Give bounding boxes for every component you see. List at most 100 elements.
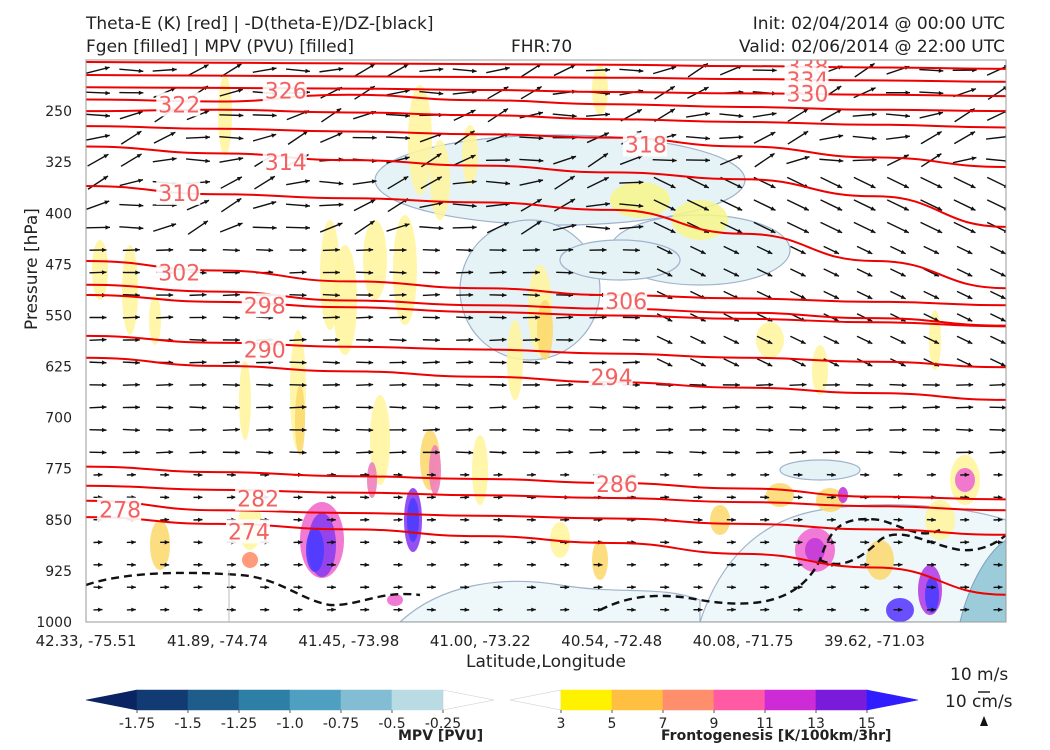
theta-e-label-290: 290 — [244, 339, 286, 364]
frontogenesis-region — [393, 215, 417, 325]
wind-arrow-head — [837, 183, 843, 188]
wind-arrow-head — [801, 382, 807, 387]
wind-arrow-head — [670, 228, 676, 233]
wind-arrow-head — [535, 360, 540, 365]
wind-arrow-head — [97, 607, 103, 612]
wind-arrow-head — [769, 153, 775, 158]
wind-arrow-head — [297, 540, 303, 545]
wind-arrow-head — [1001, 427, 1006, 433]
wind-arrow-head — [831, 472, 836, 478]
frontogenesis-region — [472, 435, 488, 505]
wind-arrow-head — [670, 183, 676, 188]
wind-arrow-head — [797, 495, 803, 500]
wind-arrow-head — [171, 67, 177, 72]
wind-arrow-head — [768, 382, 774, 387]
y-tick-label: 400 — [45, 206, 72, 222]
wind-arrow-head — [501, 337, 507, 342]
wind-arrow-head — [235, 337, 240, 343]
wind-arrow-head — [1003, 183, 1006, 188]
wind-arrow-head — [203, 64, 209, 69]
wind-arrow-head — [238, 113, 244, 118]
wind-arrow-head — [638, 224, 644, 230]
wind-arrow-head — [535, 293, 540, 298]
wind-arrow-head — [900, 272, 906, 277]
wind-arrow-head — [731, 540, 736, 545]
wind-arrow-head — [668, 450, 674, 455]
wind-arrow-head — [670, 206, 676, 211]
wind-arrow-head — [905, 134, 910, 139]
wind-arrow-head — [837, 228, 843, 233]
wind-arrow-head — [1003, 228, 1006, 233]
wind-arrow-head — [97, 540, 103, 545]
fgen-colorbar-label: Frontogenesis [K/100km/3hr] — [661, 728, 892, 744]
wind-arrow-head — [735, 450, 740, 455]
frontogenesis-max — [387, 594, 403, 606]
wind-arrow-head — [964, 585, 970, 590]
fgen-colorbar-segment — [866, 689, 919, 711]
wind-arrow-head — [803, 131, 809, 136]
wind-arrow-head — [931, 540, 936, 545]
contour-label-bg — [262, 78, 307, 103]
wind-arrow-head — [431, 472, 436, 478]
wind-arrow-head — [964, 472, 970, 478]
wind-arrow-head — [697, 540, 703, 545]
wind-arrow-head — [967, 249, 973, 254]
wind-arrow-head — [697, 472, 703, 478]
wind-arrow-head — [297, 607, 303, 612]
fgen-colorbar-segment — [764, 689, 817, 711]
wind-arrow-head — [101, 427, 107, 433]
wind-arrow-head — [764, 517, 770, 522]
wind-arrow-head — [731, 495, 736, 500]
fgen-colorbar-tick-label: 7 — [659, 716, 668, 732]
wind-arrow-head — [601, 405, 607, 410]
wind-arrow-head — [700, 317, 706, 322]
wind-arrow-head — [603, 132, 609, 137]
wind-arrow-head — [237, 222, 243, 227]
wind-arrow-head — [770, 132, 776, 137]
wind-arrow-head — [801, 427, 807, 433]
wind-arrow-head — [867, 339, 873, 344]
wind-arrow-head — [931, 585, 936, 590]
wind-arrow-head — [768, 427, 774, 433]
frontogenesis-region — [122, 245, 138, 335]
wind-arrow-head — [269, 176, 275, 181]
wind-arrow-head — [735, 382, 740, 388]
wind-arrow-head — [201, 292, 207, 298]
wind-arrow-head — [800, 272, 806, 277]
frontogenesis-region — [507, 320, 523, 400]
wind-arrow-head — [897, 585, 903, 590]
wind-arrow-head — [735, 427, 740, 433]
fgen-colorbar-tick-label: 11 — [756, 716, 774, 732]
y-tick-label: 925 — [45, 564, 72, 580]
wind-arrow-head — [931, 472, 936, 478]
wind-arrow-head — [764, 585, 770, 590]
wind-arrow-head — [1000, 317, 1006, 322]
wind-arrow-head — [803, 108, 809, 114]
wind-arrow-head — [764, 495, 770, 500]
wind-arrow-head — [900, 249, 906, 254]
wind-arrow-head — [331, 562, 336, 567]
wind-arrow-head — [501, 315, 507, 320]
contour-label-bg — [156, 92, 201, 117]
wind-arrow-head — [138, 203, 144, 208]
wind-arrow-head — [101, 270, 107, 275]
wind-arrow-head — [401, 427, 407, 433]
x-tick-label: 42.33, -75.51 — [36, 632, 137, 650]
wind-arrow-head — [464, 585, 470, 590]
wind-arrow-head — [368, 382, 374, 387]
wind-arrow-head — [703, 206, 709, 211]
wind-arrow-head — [933, 339, 939, 344]
y-tick-label: 1000 — [36, 615, 72, 631]
wind-arrow-head — [403, 176, 409, 181]
wind-arrow-head — [505, 181, 510, 186]
wind-arrow-head — [101, 405, 107, 410]
wind-arrow-head — [901, 450, 907, 455]
wind-arrow-head — [297, 517, 303, 522]
wind-arrow-head — [205, 158, 210, 164]
wind-arrow-head — [935, 450, 940, 455]
wind-arrow-head — [131, 607, 136, 612]
wind-arrow-head — [237, 88, 243, 93]
wind-arrow-head — [301, 360, 307, 365]
wind-arrow-head — [435, 270, 440, 275]
wind-arrow-head — [431, 607, 436, 612]
